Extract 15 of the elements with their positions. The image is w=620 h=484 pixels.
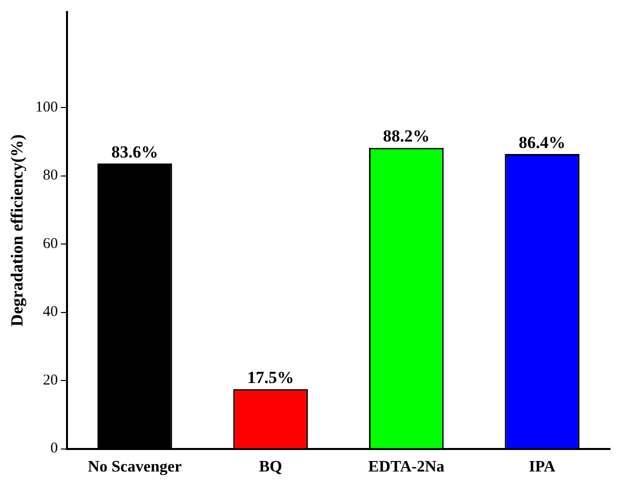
x-tick-label: No Scavenger [88, 458, 182, 476]
data-label: 83.6% [111, 142, 158, 162]
y-tick-label: 40 [42, 304, 58, 320]
y-tick-label: 0 [50, 440, 58, 457]
y-tick-label: 80 [42, 168, 58, 184]
x-tick-label: EDTA-2Na [368, 458, 444, 476]
x-tick-label: BQ [259, 458, 282, 476]
data-label: 86.4% [518, 132, 566, 152]
y-tick-label: 60 [42, 236, 58, 252]
x-tick-label: IPA [528, 458, 556, 476]
y-tick-label: 20 [42, 372, 58, 388]
data-label: 88.2% [382, 126, 430, 146]
y-tick-label: 100 [35, 99, 58, 116]
y-axis-title: Degradation efficiency(%) [8, 134, 27, 326]
data-label: 17.5% [247, 368, 294, 387]
